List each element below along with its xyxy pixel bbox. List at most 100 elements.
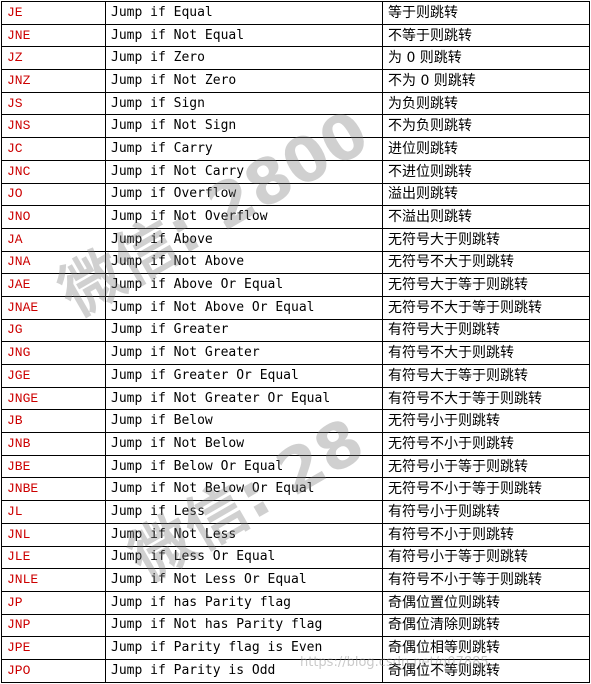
mnemonic-cell: JNE [1, 23, 106, 48]
table-row: JNC Jump if Not Carry 不进位则跳转 [1, 159, 590, 184]
mnemonic-cell: JNZ [1, 69, 106, 93]
mnemonic-cell: JNG [1, 341, 106, 365]
english-description-cell: Jump if Not Below Or Equal [105, 477, 383, 502]
mnemonic-cell: JNB [1, 432, 106, 456]
table-row: JNBE Jump if Not Below Or Equal 无符号不小于等于则跳… [1, 477, 590, 502]
chinese-description-cell: 奇偶位不等则跳转 [382, 658, 590, 683]
table-row: JG Jump if Greater 有符号大于则跳转 [1, 318, 590, 343]
chinese-description-cell: 无符号不大于等于则跳转 [382, 295, 590, 320]
chinese-description-cell: 有符号小于则跳转 [382, 500, 590, 524]
mnemonic-cell: JNLE [1, 568, 106, 592]
english-description-cell: Jump if Not Equal [105, 23, 383, 48]
table-row: JNB Jump if Not Below 无符号不小于则跳转 [1, 432, 590, 456]
english-description-cell: Jump if Not Zero [105, 69, 383, 93]
table-row: JNG Jump if Not Greater 有符号不大于则跳转 [1, 341, 590, 365]
english-description-cell: Jump if Not Greater [105, 341, 383, 365]
mnemonic-cell: JNP [1, 613, 106, 638]
chinese-description-cell: 无符号小于等于则跳转 [382, 454, 590, 479]
chinese-description-cell: 不等于则跳转 [382, 23, 590, 48]
table-row: JS Jump if Sign 为负则跳转 [1, 91, 590, 116]
mnemonic-cell: JBE [1, 454, 106, 479]
table-row: JNA Jump if Not Above 无符号不大于则跳转 [1, 250, 590, 275]
mnemonic-cell: JLE [1, 545, 106, 570]
chinese-description-cell: 有符号不小于则跳转 [382, 522, 590, 547]
table-row: JB Jump if Below 无符号小于则跳转 [1, 409, 590, 434]
chinese-description-cell: 无符号不小于等于则跳转 [382, 477, 590, 502]
table-row: JNE Jump if Not Equal 不等于则跳转 [1, 23, 590, 48]
table-row: JNGE Jump if Not Greater Or Equal 有符号不大于等于… [1, 386, 590, 411]
english-description-cell: Jump if Not Carry [105, 159, 383, 184]
english-description-cell: Jump if Below [105, 409, 383, 434]
english-description-cell: Jump if Greater Or Equal [105, 364, 383, 388]
english-description-cell: Jump if Not Overflow [105, 205, 383, 229]
chinese-description-cell: 不进位则跳转 [382, 159, 590, 184]
mnemonic-cell: JNGE [1, 386, 106, 411]
table-row: JLE Jump if Less Or Equal 有符号小于等于则跳转 [1, 545, 590, 570]
mnemonic-cell: JB [1, 409, 106, 434]
table-row: JNLE Jump if Not Less Or Equal 有符号不小于等于则跳转 [1, 568, 590, 592]
english-description-cell: Jump if Not Less [105, 522, 383, 547]
chinese-description-cell: 奇偶位清除则跳转 [382, 613, 590, 638]
table-row: JP Jump if has Parity flag 奇偶位置位则跳转 [1, 590, 590, 615]
chinese-description-cell: 不为负则跳转 [382, 114, 590, 139]
english-description-cell: Jump if Not Greater Or Equal [105, 386, 383, 411]
chinese-description-cell: 有符号不小于等于则跳转 [382, 568, 590, 592]
chinese-description-cell: 等于则跳转 [382, 1, 590, 25]
chinese-description-cell: 无符号大于等于则跳转 [382, 273, 590, 297]
english-description-cell: Jump if has Parity flag [105, 590, 383, 615]
mnemonic-cell: JPE [1, 636, 106, 660]
table-row: JNAE Jump if Not Above Or Equal 无符号不大于等于则跳… [1, 295, 590, 320]
table-row: JNP Jump if Not has Parity flag 奇偶位清除则跳转 [1, 613, 590, 638]
mnemonic-cell: JS [1, 91, 106, 116]
english-description-cell: Jump if Not Above [105, 250, 383, 275]
mnemonic-cell: JP [1, 590, 106, 615]
table-row: JA Jump if Above 无符号大于则跳转 [1, 227, 590, 252]
english-description-cell: Jump if Overflow [105, 182, 383, 207]
chinese-description-cell: 为 0 则跳转 [382, 46, 590, 71]
english-description-cell: Jump if Zero [105, 46, 383, 71]
english-description-cell: Jump if Not Less Or Equal [105, 568, 383, 592]
chinese-description-cell: 溢出则跳转 [382, 182, 590, 207]
table-row: JNZ Jump if Not Zero 不为 0 则跳转 [1, 69, 590, 93]
mnemonic-cell: JNS [1, 114, 106, 139]
mnemonic-cell: JPO [1, 658, 106, 683]
mnemonic-cell: JC [1, 137, 106, 161]
chinese-description-cell: 不溢出则跳转 [382, 205, 590, 229]
mnemonic-cell: JE [1, 1, 106, 25]
chinese-description-cell: 有符号不大于则跳转 [382, 341, 590, 365]
mnemonic-cell: JNC [1, 159, 106, 184]
mnemonic-cell: JAE [1, 273, 106, 297]
mnemonic-cell: JNA [1, 250, 106, 275]
table-row: JL Jump if Less 有符号小于则跳转 [1, 500, 590, 524]
mnemonic-cell: JNO [1, 205, 106, 229]
mnemonic-cell: JNAE [1, 295, 106, 320]
chinese-description-cell: 无符号不小于则跳转 [382, 432, 590, 456]
chinese-description-cell: 进位则跳转 [382, 137, 590, 161]
chinese-description-cell: 有符号大于等于则跳转 [382, 364, 590, 388]
table-row: JNS Jump if Not Sign 不为负则跳转 [1, 114, 590, 139]
table-row: JNL Jump if Not Less 有符号不小于则跳转 [1, 522, 590, 547]
chinese-description-cell: 无符号小于则跳转 [382, 409, 590, 434]
english-description-cell: Jump if Sign [105, 91, 383, 116]
english-description-cell: Jump if Less Or Equal [105, 545, 383, 570]
chinese-description-cell: 奇偶位相等则跳转 [382, 636, 590, 660]
mnemonic-cell: JO [1, 182, 106, 207]
english-description-cell: Jump if Equal [105, 1, 383, 25]
chinese-description-cell: 不为 0 则跳转 [382, 69, 590, 93]
table-row: JC Jump if Carry 进位则跳转 [1, 137, 590, 161]
mnemonic-cell: JZ [1, 46, 106, 71]
chinese-description-cell: 为负则跳转 [382, 91, 590, 116]
mnemonic-cell: JGE [1, 364, 106, 388]
english-description-cell: Jump if Below Or Equal [105, 454, 383, 479]
chinese-description-cell: 有符号大于则跳转 [382, 318, 590, 343]
chinese-description-cell: 无符号不大于则跳转 [382, 250, 590, 275]
english-description-cell: Jump if Not Below [105, 432, 383, 456]
english-description-cell: Jump if Not has Parity flag [105, 613, 383, 638]
english-description-cell: Jump if Parity flag is Even [105, 636, 383, 660]
english-description-cell: Jump if Less [105, 500, 383, 524]
table-row: JPO Jump if Parity is Odd 奇偶位不等则跳转 [1, 658, 590, 683]
english-description-cell: Jump if Parity is Odd [105, 658, 383, 683]
english-description-cell: Jump if Not Sign [105, 114, 383, 139]
mnemonic-cell: JNBE [1, 477, 106, 502]
